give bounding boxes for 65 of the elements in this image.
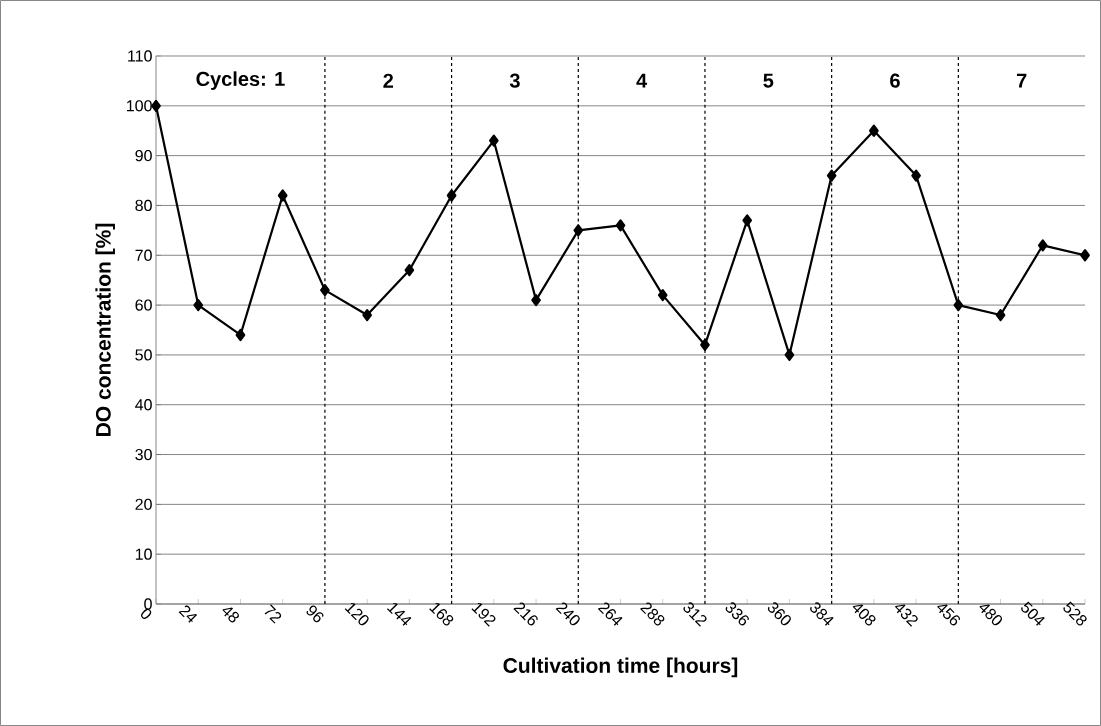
point <box>151 99 161 112</box>
y-tick-label: 30 <box>135 448 152 461</box>
x-tick-label: 288 <box>640 602 665 626</box>
point <box>277 189 288 202</box>
annotation: 2 <box>383 73 394 88</box>
x-tick-label: 168 <box>429 602 454 626</box>
y-tick-label: 90 <box>135 149 152 162</box>
x-tick-label: 528 <box>1063 601 1087 626</box>
y-tick-label: 100 <box>127 100 152 112</box>
x-tick-label: 144 <box>387 602 412 626</box>
point <box>953 298 964 312</box>
x-tick-label: 24 <box>178 605 198 623</box>
annotation: 5 <box>763 73 774 88</box>
x-tick-label: 72 <box>264 604 282 624</box>
point <box>784 348 795 362</box>
x-tick-label: 384 <box>810 602 834 626</box>
x-tick-label: 240 <box>555 602 580 626</box>
point <box>911 169 921 182</box>
point <box>615 219 626 232</box>
x-tick-label: 360 <box>767 602 791 626</box>
annotation: 3 <box>509 73 520 88</box>
x-tick-label: 48 <box>222 607 239 623</box>
y-tick-label: 10 <box>135 548 152 560</box>
point <box>657 289 668 302</box>
annotation: 7 <box>1016 73 1027 88</box>
y-tick-label: 20 <box>135 498 152 511</box>
point <box>573 224 584 237</box>
point <box>446 189 457 202</box>
point <box>404 264 415 277</box>
x-tick-label: 336 <box>725 602 749 626</box>
x-tick-label: 96 <box>306 605 324 623</box>
point <box>1037 239 1048 252</box>
x-tick-label: 264 <box>597 602 623 626</box>
point <box>488 134 499 147</box>
point <box>995 308 1006 322</box>
annotation: Cycles: 1 <box>196 71 285 90</box>
x-tick-label: 480 <box>979 604 1003 626</box>
x-tick-label: 432 <box>894 604 918 627</box>
y-tick-label: 50 <box>135 349 152 361</box>
point <box>320 284 330 297</box>
x-tick-label: 216 <box>513 602 538 626</box>
y-axis-title: DO concentration [%] <box>95 223 115 436</box>
point <box>193 298 204 312</box>
point <box>362 308 372 322</box>
y-tick-label: 80 <box>135 199 152 212</box>
annotation: 4 <box>636 73 648 88</box>
x-tick-label: 504 <box>1021 601 1045 626</box>
y-tick-label: 110 <box>128 50 152 62</box>
x-axis-title: Cultivation time [hours] <box>503 657 738 678</box>
x-tick-label: 312 <box>683 602 707 627</box>
y-tick-label: 70 <box>135 249 152 261</box>
point <box>742 214 753 227</box>
point <box>1080 249 1090 262</box>
x-tick-label: 456 <box>937 604 961 626</box>
y-tick-label: 40 <box>135 399 152 411</box>
point <box>700 338 710 352</box>
y-tick-label: 60 <box>135 299 152 311</box>
point <box>531 294 541 307</box>
point <box>869 124 879 137</box>
point <box>235 328 246 342</box>
x-tick-label: 192 <box>471 602 496 627</box>
point <box>826 169 837 182</box>
x-tick-label: 408 <box>852 604 876 626</box>
x-tick-label: 120 <box>344 602 369 626</box>
annotation: 6 <box>890 73 900 88</box>
